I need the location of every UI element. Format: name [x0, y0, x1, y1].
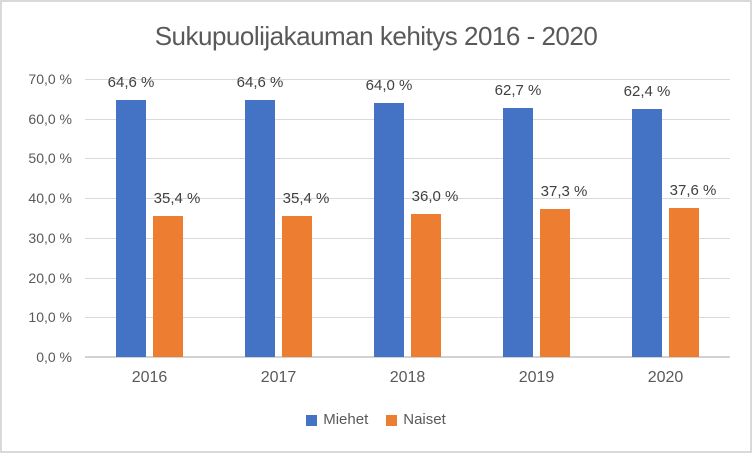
x-axis-label-2020: 2020	[647, 369, 684, 386]
x-axis-label-2017: 2017	[260, 369, 297, 386]
x-axis-label-2019: 2019	[518, 369, 555, 386]
legend: Miehet Naiset	[2, 410, 750, 430]
data-label-naiset-2017: 35,4 %	[282, 190, 330, 208]
bar-naiset-2018	[411, 214, 441, 357]
bar-miehet-2018	[374, 102, 404, 357]
y-axis-tick-label: 20,0 %	[28, 269, 72, 286]
gridline	[85, 198, 730, 200]
bar-naiset-2017	[282, 216, 312, 357]
data-label-miehet-2018: 64,0 %	[365, 76, 413, 94]
bar-miehet-2020	[632, 109, 662, 357]
legend-item-miehet: Miehet	[306, 410, 368, 430]
legend-label-miehet: Miehet	[323, 411, 369, 428]
legend-label-naiset: Naiset	[403, 411, 446, 428]
y-axis-tick-label: 70,0 %	[28, 71, 72, 87]
gridline	[85, 277, 730, 279]
y-axis-tick-label: 30,0 %	[28, 229, 72, 246]
chart-title: Sukupuolijakauman kehitys 2016 - 2020	[154, 21, 598, 51]
gridline	[85, 317, 730, 319]
bar-miehet-2019	[503, 108, 533, 357]
gridline	[85, 237, 730, 239]
x-axis-line	[85, 356, 730, 358]
data-label-miehet-2017: 64,6 %	[236, 74, 284, 92]
bar-naiset-2020	[669, 207, 699, 357]
bar-naiset-2016	[153, 216, 183, 357]
legend-swatch-naiset-icon	[386, 414, 398, 426]
data-label-miehet-2019: 62,7 %	[494, 82, 542, 99]
data-label-naiset-2019: 37,3 %	[540, 182, 588, 200]
gridline	[85, 79, 730, 80]
x-axis-label-2016: 2016	[131, 369, 168, 386]
y-axis-tick-label: 40,0 %	[28, 190, 72, 207]
bar-naiset-2019	[540, 208, 570, 357]
x-axis-label-2018: 2018	[389, 369, 426, 386]
gridline	[85, 158, 730, 160]
legend-swatch-miehet-icon	[306, 414, 318, 426]
legend-item-naiset: Naiset	[386, 410, 446, 430]
y-axis-tick-label: 10,0 %	[28, 309, 72, 326]
y-axis-tick-label: 50,0 %	[28, 150, 72, 167]
data-label-naiset-2018: 36,0 %	[411, 188, 459, 206]
data-label-miehet-2016: 64,6 %	[107, 74, 155, 92]
gridline	[85, 118, 730, 120]
data-label-naiset-2020: 37,6 %	[669, 181, 717, 199]
data-label-miehet-2020: 62,4 %	[623, 83, 671, 101]
y-axis-tick-label: 60,0 %	[28, 110, 72, 127]
bar-miehet-2016	[116, 100, 146, 357]
bar-miehet-2017	[245, 100, 275, 357]
plot-area: 64,6 % 35,4 % 64,6 % 35,4 % 64,0 % 36,0 % 62,7…	[85, 74, 730, 358]
y-axis-tick-label: 0,0 %	[36, 349, 72, 365]
data-label-naiset-2016: 35,4 %	[153, 190, 201, 208]
